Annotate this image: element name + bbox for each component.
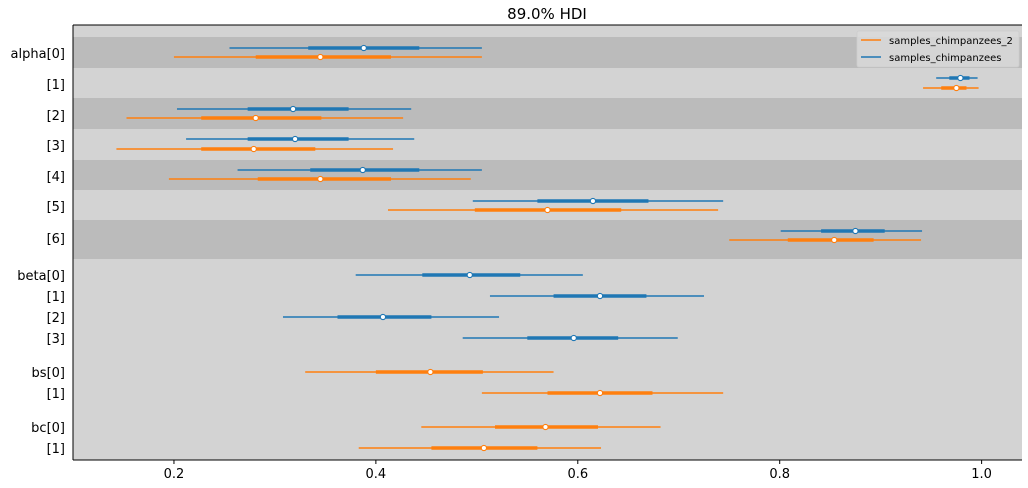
y-axis-labels: alpha[0] [1] [2] [3] [4] [5] [6] beta[0] [1] [2] [… xyxy=(11,47,65,457)
band-dark xyxy=(73,98,1022,129)
legend-entry-label: samples_chimpanzees_2 xyxy=(889,36,1013,47)
orange-series-median-point xyxy=(831,236,838,244)
y-tick-label: [3] xyxy=(47,332,65,347)
chart-title: 89.0% HDI xyxy=(507,5,587,23)
y-tick-label: bs[0] xyxy=(32,366,65,381)
x-tick-label: 0.6 xyxy=(567,467,588,482)
x-axis: 0.2 0.4 0.6 0.8 1.0 xyxy=(164,460,992,482)
y-tick-label: bc[0] xyxy=(31,421,65,436)
y-tick-label: [5] xyxy=(47,200,65,215)
band-dark xyxy=(73,160,1022,190)
y-tick-label: beta[0] xyxy=(17,269,65,284)
y-tick-label: [1] xyxy=(47,442,65,457)
y-tick-label: [4] xyxy=(47,170,65,185)
y-tick-label: [1] xyxy=(47,387,65,402)
blue-series-median-point xyxy=(570,334,577,342)
y-tick-label: [6] xyxy=(47,232,65,247)
y-tick-label: [1] xyxy=(47,290,65,305)
orange-series-median-point xyxy=(252,114,259,122)
y-tick-label: alpha[0] xyxy=(11,47,65,62)
y-tick-label: [3] xyxy=(47,139,65,154)
y-tick-label: [2] xyxy=(47,311,65,326)
blue-series-median-point xyxy=(596,292,604,300)
blue-series-median-point xyxy=(360,44,367,52)
interval-marks xyxy=(116,44,979,452)
orange-series-median-point xyxy=(317,175,324,183)
background-bands xyxy=(73,25,1022,460)
orange-series-median-point xyxy=(480,444,488,452)
legend-entry-label: samples_chimpanzees xyxy=(889,53,1002,64)
blue-series-median-point xyxy=(379,313,387,321)
legend: samples_chimpanzees_2 samples_chimpanzees xyxy=(856,30,1020,68)
legend-box xyxy=(856,30,1020,68)
blue-series-median-point xyxy=(852,227,859,235)
blue-series-median-point xyxy=(589,197,597,205)
blue-series-median-point xyxy=(957,74,964,82)
x-tick-label: 0.8 xyxy=(769,467,790,482)
x-tick-label: 1.0 xyxy=(971,467,992,482)
orange-series-median-point xyxy=(250,145,257,153)
orange-series-median-point xyxy=(427,368,434,376)
blue-series-median-point xyxy=(291,135,299,143)
orange-series-median-point xyxy=(317,53,324,61)
blue-series-median-point xyxy=(289,105,297,113)
orange-series-median-point xyxy=(544,206,551,214)
plot-frame xyxy=(72,24,1022,461)
y-tick-label: [2] xyxy=(47,109,65,124)
orange-series-median-point xyxy=(596,389,604,397)
blue-series-median-point xyxy=(359,166,366,174)
x-tick-label: 0.2 xyxy=(164,467,185,482)
blue-series-median-point xyxy=(466,271,473,279)
y-tick-label: [1] xyxy=(47,78,65,93)
orange-series-median-point xyxy=(953,84,960,92)
x-tick-label: 0.4 xyxy=(366,467,387,482)
orange-series-median-point xyxy=(542,423,549,431)
